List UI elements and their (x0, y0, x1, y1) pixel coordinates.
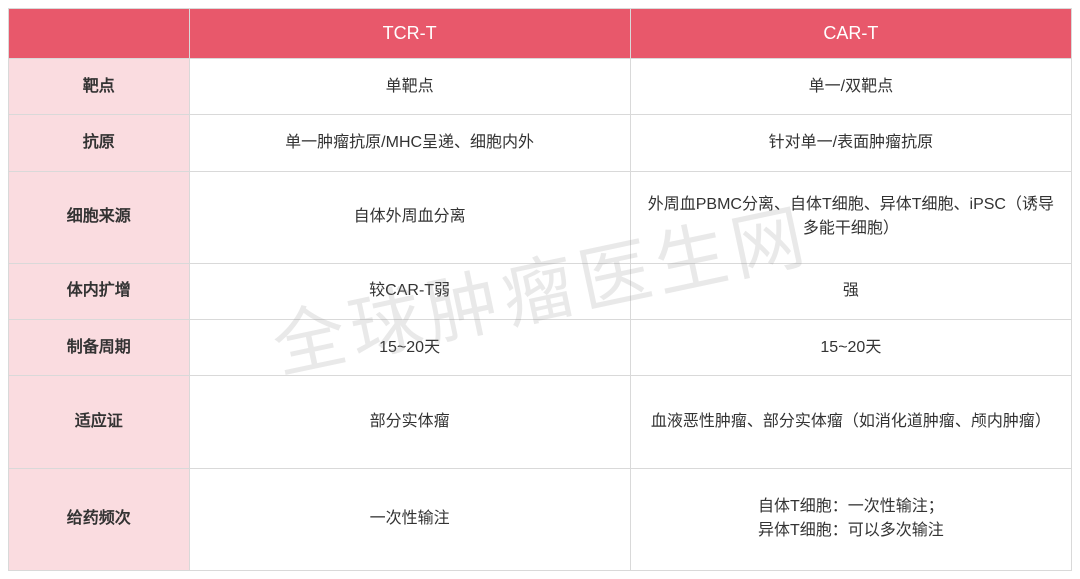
header-corner (9, 9, 190, 59)
table-row: 靶点单靶点单一/双靶点 (9, 59, 1072, 115)
tcr-cell: 15~20天 (189, 320, 630, 376)
car-cell: 外周血PBMC分离、自体T细胞、异体T细胞、iPSC（诱导多能干细胞） (630, 171, 1071, 263)
table-row: 制备周期15~20天15~20天 (9, 320, 1072, 376)
header-tcr-t: TCR-T (189, 9, 630, 59)
car-cell: 15~20天 (630, 320, 1071, 376)
header-car-t: CAR-T (630, 9, 1071, 59)
row-label: 给药频次 (9, 468, 190, 570)
table-row: 给药频次一次性输注自体T细胞：一次性输注；异体T细胞：可以多次输注 (9, 468, 1072, 570)
comparison-table-container: TCR-T CAR-T 靶点单靶点单一/双靶点抗原单一肿瘤抗原/MHC呈递、细胞… (0, 0, 1080, 579)
row-label: 细胞来源 (9, 171, 190, 263)
car-cell: 单一/双靶点 (630, 59, 1071, 115)
car-cell: 强 (630, 263, 1071, 319)
tcr-cell: 较CAR-T弱 (189, 263, 630, 319)
table-row: 适应证部分实体瘤血液恶性肿瘤、部分实体瘤（如消化道肿瘤、颅内肿瘤） (9, 376, 1072, 468)
table-row: 细胞来源自体外周血分离外周血PBMC分离、自体T细胞、异体T细胞、iPSC（诱导… (9, 171, 1072, 263)
row-label: 抗原 (9, 115, 190, 171)
comparison-table: TCR-T CAR-T 靶点单靶点单一/双靶点抗原单一肿瘤抗原/MHC呈递、细胞… (8, 8, 1072, 571)
tcr-cell: 自体外周血分离 (189, 171, 630, 263)
table-row: 体内扩增较CAR-T弱强 (9, 263, 1072, 319)
row-label: 适应证 (9, 376, 190, 468)
tcr-cell: 单一肿瘤抗原/MHC呈递、细胞内外 (189, 115, 630, 171)
header-row: TCR-T CAR-T (9, 9, 1072, 59)
table-row: 抗原单一肿瘤抗原/MHC呈递、细胞内外针对单一/表面肿瘤抗原 (9, 115, 1072, 171)
tcr-cell: 部分实体瘤 (189, 376, 630, 468)
row-label: 制备周期 (9, 320, 190, 376)
car-cell: 血液恶性肿瘤、部分实体瘤（如消化道肿瘤、颅内肿瘤） (630, 376, 1071, 468)
tcr-cell: 单靶点 (189, 59, 630, 115)
car-cell: 自体T细胞：一次性输注；异体T细胞：可以多次输注 (630, 468, 1071, 570)
car-cell: 针对单一/表面肿瘤抗原 (630, 115, 1071, 171)
tcr-cell: 一次性输注 (189, 468, 630, 570)
row-label: 靶点 (9, 59, 190, 115)
row-label: 体内扩增 (9, 263, 190, 319)
